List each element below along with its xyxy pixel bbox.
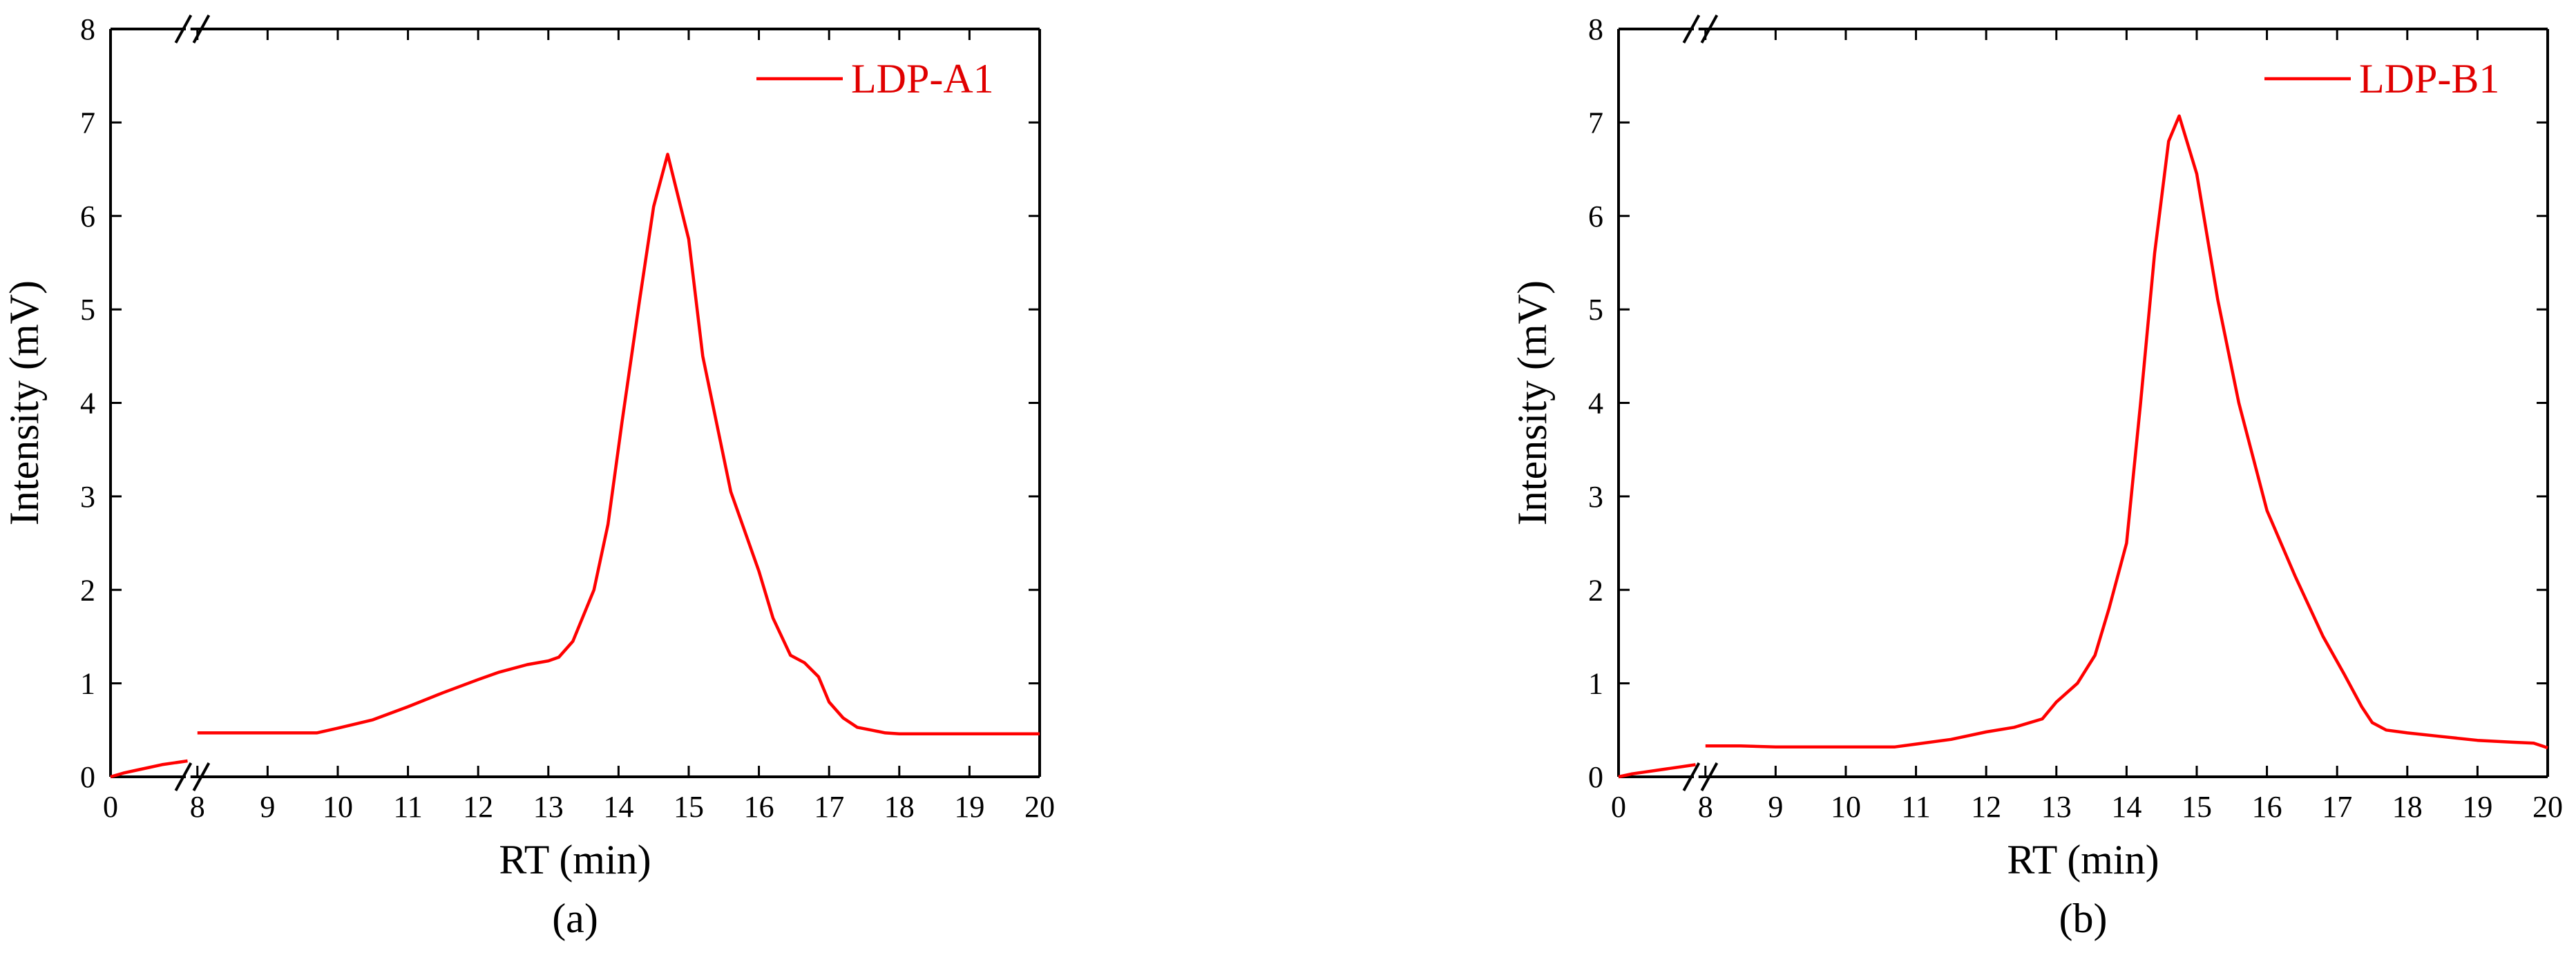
y-tick-label: 4 [80,387,95,421]
y-tick-label: 3 [80,480,95,514]
y-tick-label: 2 [80,573,95,607]
x-tick-label: 20 [2532,790,2563,824]
y-tick-label: 4 [1588,387,1603,421]
x-tick-label: 11 [1901,790,1930,824]
y-tick-label: 2 [1588,573,1603,607]
y-tick-label: 8 [80,12,95,46]
x-tick-label: 18 [884,790,915,824]
y-tick-label: 6 [80,200,95,233]
y-tick-label: 7 [80,106,95,139]
x-tick-label: 15 [2182,790,2212,824]
x-tick-label: 16 [744,790,774,824]
y-tick-label: 0 [80,760,95,794]
x-tick-label: 10 [323,790,353,824]
x-tick-label: 14 [603,790,633,824]
axis-break-mark [1682,762,1701,791]
x-tick-label: 11 [393,790,422,824]
y-tick-label: 1 [80,667,95,701]
y-tick-label: 5 [1588,293,1603,327]
x-tick-label: 18 [2392,790,2423,824]
x-tick-label: 8 [1698,790,1713,824]
axis-break-mark [1700,15,1719,44]
x-tick-label: 0 [1611,790,1626,824]
series-line-ldp-b1-segment-1 [1705,114,2548,750]
y-tick-label: 6 [1588,200,1603,233]
x-axis-title: RT (min) [499,837,651,882]
y-tick-label: 5 [80,293,95,327]
x-tick-label: 13 [2041,790,2072,824]
axis-break-mark [174,762,193,791]
panel-label: (b) [2059,896,2108,941]
x-tick-label: 0 [103,790,118,824]
y-axis-title: Intensity (mV) [1,280,47,525]
x-tick-label: 10 [1831,790,1861,824]
y-tick-label: 3 [1588,480,1603,514]
y-axis-title: Intensity (mV) [1509,280,1555,525]
x-tick-label: 20 [1024,790,1055,824]
axis-break-mark [192,762,211,791]
x-tick-label: 9 [260,790,275,824]
x-tick-label: 14 [2111,790,2141,824]
axis-break-mark [174,15,193,44]
x-tick-label: 13 [533,790,564,824]
x-tick-label: 15 [674,790,704,824]
x-axis-title: RT (min) [2007,837,2159,882]
y-tick-label: 0 [1588,760,1603,794]
axis-break-mark [1700,762,1719,791]
series-line-ldp-a1-segment-0 [110,759,188,779]
legend-label: LDP-B1 [2359,56,2499,102]
y-tick-label: 7 [1588,106,1603,139]
x-tick-label: 19 [2462,790,2492,824]
y-tick-label: 1 [1588,667,1603,701]
panel-label: (a) [552,896,598,941]
x-tick-label: 17 [814,790,844,824]
axis-break-mark [1682,15,1701,44]
series-line-ldp-a1-segment-1 [197,153,1040,735]
y-tick-label: 8 [1588,12,1603,46]
x-tick-label: 12 [1971,790,2001,824]
series-line-ldp-b1-segment-0 [1618,763,1696,779]
x-tick-label: 16 [2252,790,2282,824]
x-tick-label: 9 [1768,790,1783,824]
x-tick-label: 17 [2322,790,2352,824]
axis-break-mark [192,15,211,44]
x-tick-label: 12 [463,790,493,824]
x-tick-label: 8 [190,790,205,824]
x-tick-label: 19 [954,790,984,824]
legend-label: LDP-A1 [851,56,994,102]
